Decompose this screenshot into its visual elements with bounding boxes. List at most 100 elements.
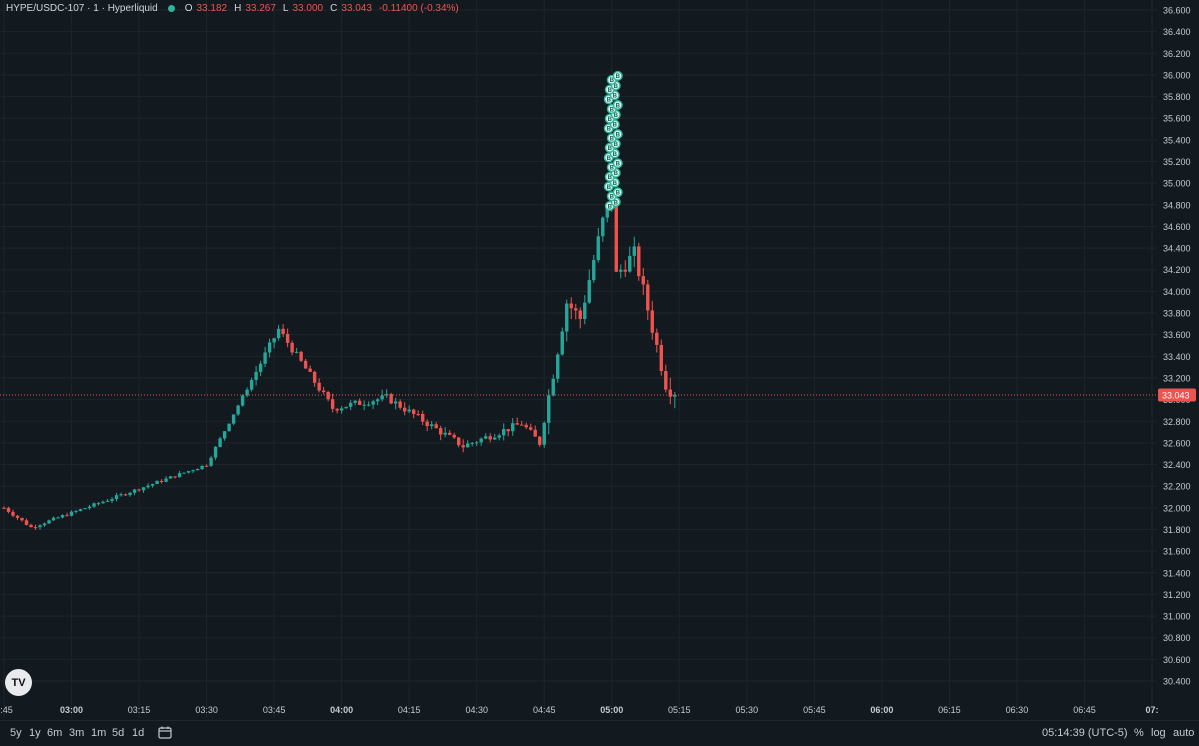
- candle-body: [407, 409, 411, 412]
- candles: [2, 198, 677, 530]
- buy-marker-label: B: [614, 200, 619, 206]
- candle-body: [596, 236, 600, 261]
- range-5y-button[interactable]: 5y: [10, 727, 22, 739]
- change-value: -0.11400 (-0.34%): [378, 2, 459, 14]
- candle-body: [587, 280, 591, 303]
- candle-body: [128, 492, 132, 496]
- calendar-goto-icon[interactable]: [158, 726, 172, 739]
- time-tick-label: 03:00: [60, 705, 83, 715]
- candle-body: [236, 405, 240, 415]
- candle-body: [551, 378, 555, 396]
- price-tick-label: 31.800: [1163, 525, 1191, 535]
- last-price-tag-bg: [1158, 388, 1196, 402]
- candle-body: [101, 501, 105, 504]
- price-tick-label: 35.000: [1163, 179, 1191, 189]
- candle-body: [668, 389, 672, 397]
- price-tick-label: 33.200: [1163, 373, 1191, 383]
- time-tick-label: 07:: [1145, 705, 1158, 715]
- time-tick-label: 04:45: [533, 705, 556, 715]
- candle-body: [29, 524, 33, 528]
- auto-scale-toggle[interactable]: auto: [1173, 727, 1195, 739]
- buy-marker[interactable]: B: [612, 70, 623, 81]
- range-6m-button[interactable]: 6m: [47, 727, 63, 739]
- candle-body: [164, 478, 168, 482]
- candle-body: [281, 328, 285, 334]
- buy-marker-label: B: [608, 204, 613, 210]
- candle-body: [578, 310, 582, 319]
- price-tick-label: 36.600: [1163, 6, 1191, 16]
- time-tick-label: 2:45: [0, 705, 13, 715]
- buy-marker-label: B: [610, 136, 615, 142]
- candle-body: [141, 487, 146, 491]
- time-tick-label: 05:00: [600, 705, 623, 715]
- log-scale-toggle[interactable]: log: [1151, 727, 1166, 739]
- candle-body: [524, 424, 528, 428]
- buy-marker[interactable]: B: [612, 129, 623, 140]
- clock-timezone[interactable]: 05:14:39 (UTC-5): [1042, 727, 1128, 739]
- candle-body: [641, 276, 645, 285]
- price-tick-label: 30.600: [1163, 655, 1191, 665]
- candle-body: [222, 431, 227, 439]
- candle-body: [443, 432, 447, 435]
- time-tick-label: 05:30: [736, 705, 759, 715]
- buy-marker[interactable]: B: [612, 187, 623, 198]
- range-1d-button[interactable]: 1d: [132, 727, 145, 739]
- buy-marker[interactable]: B: [612, 99, 623, 110]
- candle-body: [398, 401, 402, 408]
- price-tick-label: 31.200: [1163, 590, 1191, 600]
- candle-body: [502, 429, 506, 436]
- candle-body: [65, 515, 69, 517]
- candle-body: [470, 442, 474, 444]
- candle-body: [195, 468, 200, 471]
- tradingview-logo[interactable]: TV: [5, 669, 32, 696]
- price-tick-label: 32.000: [1163, 503, 1191, 513]
- buy-marker-label: B: [613, 152, 618, 158]
- candle-body: [497, 435, 501, 438]
- candle-body: [330, 399, 335, 409]
- time-axis: 2:45 03:00 03:15 03:30 03:45 04:00 04:15 04:30 0…: [0, 705, 1159, 715]
- candle-body: [344, 406, 348, 409]
- candle-body: [146, 485, 150, 488]
- candle-body: [47, 520, 51, 524]
- range-3m-button[interactable]: 3m: [69, 727, 85, 739]
- candle-body: [96, 503, 101, 505]
- candle-body: [348, 402, 353, 407]
- price-tick-label: 34.400: [1163, 244, 1191, 254]
- candle-body: [605, 206, 609, 218]
- price-tick-label: 34.600: [1163, 222, 1191, 232]
- price-tick-label: 34.000: [1163, 287, 1191, 297]
- price-tick-label: 31.600: [1163, 547, 1191, 557]
- buy-marker-label: B: [614, 84, 619, 90]
- price-tick-label: 33.800: [1163, 309, 1191, 319]
- candle-body: [515, 423, 519, 425]
- market-status-icon: [167, 4, 175, 12]
- candle-body: [11, 511, 15, 516]
- price-tick-label: 35.800: [1163, 92, 1191, 102]
- range-5d-button[interactable]: 5d: [112, 727, 125, 739]
- range-1y-button[interactable]: 1y: [29, 727, 41, 739]
- candle-body: [240, 395, 245, 406]
- percent-scale-toggle[interactable]: %: [1134, 727, 1144, 739]
- candle-body: [254, 371, 258, 381]
- price-tick-label: 32.400: [1163, 460, 1191, 470]
- price-tick-label: 34.800: [1163, 200, 1191, 210]
- candle-body: [375, 399, 380, 402]
- buy-marker-label: B: [607, 185, 612, 191]
- buy-marker-label: B: [608, 175, 613, 181]
- price-tick-label: 36.400: [1163, 27, 1191, 37]
- price-tick-label: 35.200: [1163, 157, 1191, 167]
- range-1m-button[interactable]: 1m: [91, 727, 107, 739]
- candle-body: [556, 354, 560, 379]
- buy-marker-label: B: [608, 146, 613, 152]
- buy-marker[interactable]: B: [612, 158, 623, 169]
- high-key: H: [234, 2, 242, 14]
- candle-body: [466, 443, 470, 448]
- candle-body: [569, 303, 573, 309]
- last-price-tag: 33.043: [1158, 388, 1196, 402]
- price-tick-label: 31.000: [1163, 612, 1191, 622]
- candle-body: [438, 428, 443, 435]
- candle-body: [619, 269, 623, 272]
- symbol-title[interactable]: HYPE/USDC-107 · 1 · Hyperliquid: [6, 2, 158, 14]
- candle-body: [429, 424, 434, 427]
